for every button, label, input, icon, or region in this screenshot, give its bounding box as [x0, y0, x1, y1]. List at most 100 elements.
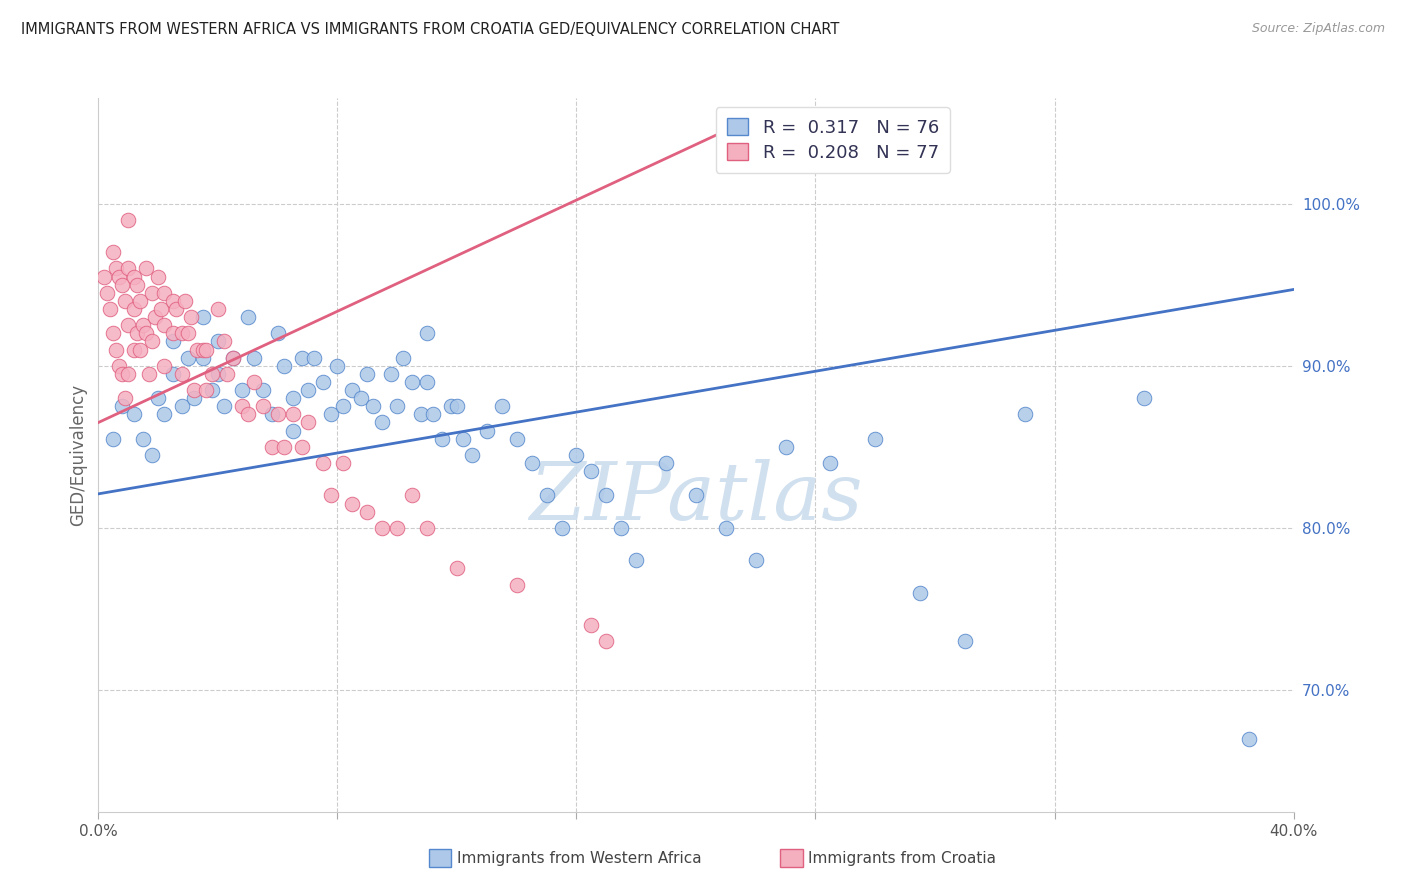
Point — [451, 432, 474, 446]
Point — [191, 351, 214, 365]
Point — [1014, 408, 1036, 422]
Point — [411, 408, 433, 422]
Point — [117, 367, 139, 381]
Point — [162, 326, 184, 341]
Point — [212, 334, 235, 349]
Point — [105, 343, 128, 357]
Point — [297, 383, 319, 397]
Point — [401, 375, 423, 389]
Point — [273, 440, 295, 454]
Point — [148, 269, 170, 284]
Point — [108, 359, 131, 373]
Point — [356, 505, 378, 519]
Point — [162, 334, 184, 349]
Point — [363, 399, 385, 413]
Point — [153, 359, 176, 373]
Point — [342, 497, 364, 511]
Point — [183, 383, 205, 397]
Y-axis label: GED/Equivalency: GED/Equivalency — [69, 384, 87, 526]
Text: Immigrants from Western Africa: Immigrants from Western Africa — [457, 851, 702, 865]
Point — [141, 448, 163, 462]
Point — [153, 318, 176, 333]
Point — [291, 440, 314, 454]
Point — [117, 261, 139, 276]
Point — [143, 310, 166, 324]
Point — [385, 521, 409, 535]
Point — [685, 488, 707, 502]
Point — [222, 351, 245, 365]
Point — [321, 488, 343, 502]
Point — [141, 285, 163, 300]
Point — [191, 343, 214, 357]
Point — [222, 351, 245, 365]
Point — [595, 634, 617, 648]
Point — [111, 399, 134, 413]
Point — [252, 399, 274, 413]
Point — [207, 301, 229, 316]
Point — [416, 326, 439, 341]
Point — [114, 391, 136, 405]
Point — [165, 301, 187, 316]
Point — [153, 285, 176, 300]
Point — [326, 359, 349, 373]
Point — [610, 521, 633, 535]
Point — [291, 351, 314, 365]
Legend: R =  0.317   N = 76, R =  0.208   N = 77: R = 0.317 N = 76, R = 0.208 N = 77 — [716, 107, 950, 173]
Point — [172, 367, 194, 381]
Point — [124, 343, 146, 357]
Point — [401, 488, 423, 502]
Point — [177, 326, 200, 341]
Point — [297, 416, 319, 430]
Point — [430, 432, 453, 446]
Point — [243, 375, 266, 389]
Point — [267, 408, 290, 422]
Point — [177, 351, 200, 365]
Point — [775, 440, 797, 454]
Point — [281, 424, 304, 438]
Point — [207, 334, 229, 349]
Point — [195, 383, 218, 397]
Point — [236, 408, 259, 422]
Point — [1133, 391, 1156, 405]
Point — [129, 343, 152, 357]
Point — [865, 432, 887, 446]
Point — [252, 383, 274, 397]
Point — [114, 293, 136, 308]
Point — [461, 448, 484, 462]
Point — [356, 367, 378, 381]
Point — [908, 586, 931, 600]
Point — [127, 326, 149, 341]
Point — [475, 424, 498, 438]
Text: IMMIGRANTS FROM WESTERN AFRICA VS IMMIGRANTS FROM CROATIA GED/EQUIVALENCY CORREL: IMMIGRANTS FROM WESTERN AFRICA VS IMMIGR… — [21, 22, 839, 37]
Point — [162, 293, 184, 308]
Point — [392, 351, 415, 365]
Text: Source: ZipAtlas.com: Source: ZipAtlas.com — [1251, 22, 1385, 36]
Point — [127, 277, 149, 292]
Point — [124, 301, 146, 316]
Point — [215, 367, 238, 381]
Text: Immigrants from Croatia: Immigrants from Croatia — [808, 851, 997, 865]
Point — [236, 310, 259, 324]
Point — [714, 521, 737, 535]
Point — [416, 375, 439, 389]
Point — [231, 383, 253, 397]
Point — [626, 553, 648, 567]
Point — [138, 367, 160, 381]
Point — [103, 326, 125, 341]
Point — [302, 351, 325, 365]
Point — [321, 408, 343, 422]
Point — [231, 399, 253, 413]
Point — [506, 432, 529, 446]
Point — [332, 456, 354, 470]
Point — [183, 391, 205, 405]
Point — [281, 408, 304, 422]
Point — [581, 618, 603, 632]
Point — [422, 408, 444, 422]
Point — [273, 359, 295, 373]
Point — [191, 310, 214, 324]
Point — [536, 488, 558, 502]
Point — [195, 343, 218, 357]
Point — [132, 318, 155, 333]
Point — [96, 285, 118, 300]
Point — [111, 277, 134, 292]
